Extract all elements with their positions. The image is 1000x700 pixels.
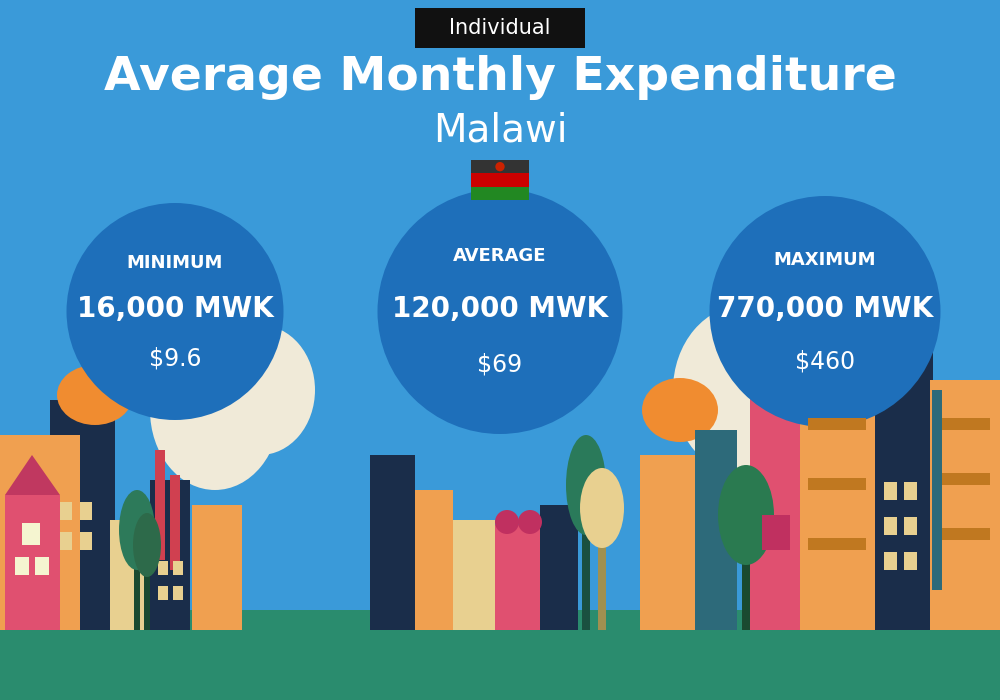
- Ellipse shape: [205, 325, 315, 455]
- Ellipse shape: [119, 490, 155, 570]
- Circle shape: [495, 162, 505, 172]
- Ellipse shape: [730, 305, 850, 445]
- Bar: [35, 557, 49, 575]
- Bar: [60, 532, 72, 550]
- Bar: [110, 520, 155, 630]
- Ellipse shape: [57, 365, 133, 425]
- Bar: [884, 552, 897, 570]
- Bar: [158, 561, 168, 575]
- Bar: [940, 528, 990, 540]
- Text: $460: $460: [795, 349, 855, 373]
- Bar: [940, 473, 990, 485]
- Bar: [158, 586, 168, 600]
- Text: MINIMUM: MINIMUM: [127, 253, 223, 272]
- Bar: [80, 532, 92, 550]
- Polygon shape: [5, 455, 60, 495]
- Bar: [173, 586, 183, 600]
- Bar: [930, 380, 1000, 630]
- Bar: [932, 390, 942, 590]
- Bar: [415, 490, 453, 630]
- Bar: [0, 435, 80, 630]
- Text: 120,000 MWK: 120,000 MWK: [392, 295, 608, 323]
- Bar: [60, 502, 72, 520]
- Bar: [370, 455, 415, 630]
- Bar: [150, 480, 190, 630]
- Bar: [471, 174, 529, 187]
- Bar: [453, 520, 495, 630]
- Bar: [192, 505, 242, 630]
- Text: $69: $69: [477, 352, 523, 376]
- Circle shape: [66, 203, 284, 420]
- Ellipse shape: [778, 320, 862, 390]
- Bar: [144, 555, 150, 630]
- Ellipse shape: [133, 513, 161, 577]
- Bar: [884, 517, 897, 535]
- Ellipse shape: [566, 435, 606, 535]
- Bar: [155, 450, 165, 560]
- Bar: [15, 557, 29, 575]
- Circle shape: [710, 196, 940, 427]
- Circle shape: [378, 189, 622, 434]
- Bar: [750, 395, 802, 630]
- Bar: [800, 370, 875, 630]
- Bar: [80, 502, 92, 520]
- Text: $9.6: $9.6: [149, 346, 201, 370]
- Bar: [0, 610, 1000, 700]
- Bar: [640, 455, 695, 630]
- Bar: [762, 515, 790, 550]
- Bar: [884, 482, 897, 500]
- Ellipse shape: [673, 305, 817, 475]
- Bar: [875, 340, 933, 630]
- Text: MAXIMUM: MAXIMUM: [774, 251, 876, 269]
- Bar: [904, 517, 917, 535]
- Ellipse shape: [518, 510, 542, 534]
- Bar: [471, 187, 529, 200]
- Text: 16,000 MWK: 16,000 MWK: [77, 295, 273, 323]
- Text: AVERAGE: AVERAGE: [453, 247, 547, 265]
- Bar: [742, 530, 750, 630]
- Ellipse shape: [642, 378, 718, 442]
- Bar: [695, 430, 737, 630]
- Bar: [808, 478, 866, 490]
- Bar: [170, 475, 180, 570]
- Bar: [50, 400, 115, 630]
- Bar: [173, 561, 183, 575]
- Bar: [598, 520, 606, 630]
- Bar: [22, 523, 40, 545]
- Text: Malawi: Malawi: [433, 111, 567, 149]
- Bar: [5, 495, 60, 630]
- Bar: [495, 525, 540, 630]
- Bar: [808, 538, 866, 550]
- Bar: [540, 505, 578, 630]
- Bar: [904, 552, 917, 570]
- FancyBboxPatch shape: [415, 8, 585, 48]
- Bar: [940, 418, 990, 430]
- Ellipse shape: [580, 468, 624, 548]
- Bar: [808, 418, 866, 430]
- Ellipse shape: [495, 510, 519, 534]
- Bar: [904, 482, 917, 500]
- Text: 770,000 MWK: 770,000 MWK: [717, 295, 933, 323]
- Ellipse shape: [718, 465, 774, 565]
- Bar: [134, 540, 140, 630]
- Ellipse shape: [150, 330, 280, 490]
- Text: Average Monthly Expenditure: Average Monthly Expenditure: [104, 55, 896, 101]
- Bar: [471, 160, 529, 174]
- Text: Individual: Individual: [449, 18, 551, 38]
- Bar: [582, 500, 590, 630]
